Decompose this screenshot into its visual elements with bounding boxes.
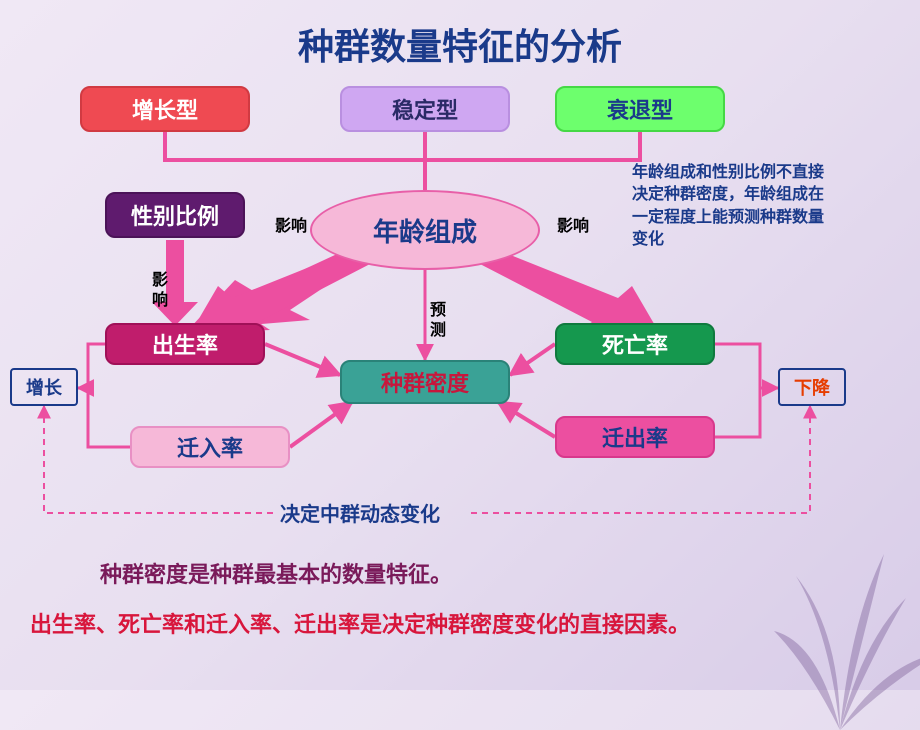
label-predict-2: 测 [430, 316, 446, 340]
bottom-note-2: 出生率、死亡率和迁入率、迁出率是决定种群密度变化的直接因素。 [30, 610, 690, 641]
node-density: 种群密度 [340, 360, 510, 404]
side-note-line: 年龄组成和性别比例不直接 [632, 164, 824, 181]
node-immigration: 迁入率 [130, 426, 290, 468]
node-increase: 增长 [10, 368, 78, 406]
node-decrease: 下降 [778, 368, 846, 406]
label-influence-right: 影响 [557, 212, 589, 236]
node-emigration: 迁出率 [555, 416, 715, 458]
node-growth-type: 增长型 [80, 86, 250, 132]
leaf-decoration-icon [730, 510, 920, 730]
node-death-rate: 死亡率 [555, 323, 715, 365]
page-title: 种群数量特征的分析 [0, 18, 920, 70]
label-influence-vertical-2: 响 [152, 286, 168, 310]
node-stable-type: 稳定型 [340, 86, 510, 132]
node-sex-ratio: 性别比例 [105, 192, 245, 238]
side-note-line: 一定程度上能预测种群数量 [632, 209, 824, 226]
side-note: 年龄组成和性别比例不直接 决定种群密度，年龄组成在 一定程度上能预测种群数量 变… [632, 162, 912, 252]
node-decline-type: 衰退型 [555, 86, 725, 132]
label-influence-left: 影响 [275, 212, 307, 236]
side-note-line: 变化 [632, 231, 664, 248]
bottom-note-1: 种群密度是种群最基本的数量特征。 [100, 560, 452, 591]
label-dynamic-change: 决定中群动态变化 [280, 498, 440, 527]
node-birth-rate: 出生率 [105, 323, 265, 365]
node-age-structure: 年龄组成 [310, 190, 540, 270]
side-note-line: 决定种群密度，年龄组成在 [632, 186, 824, 203]
